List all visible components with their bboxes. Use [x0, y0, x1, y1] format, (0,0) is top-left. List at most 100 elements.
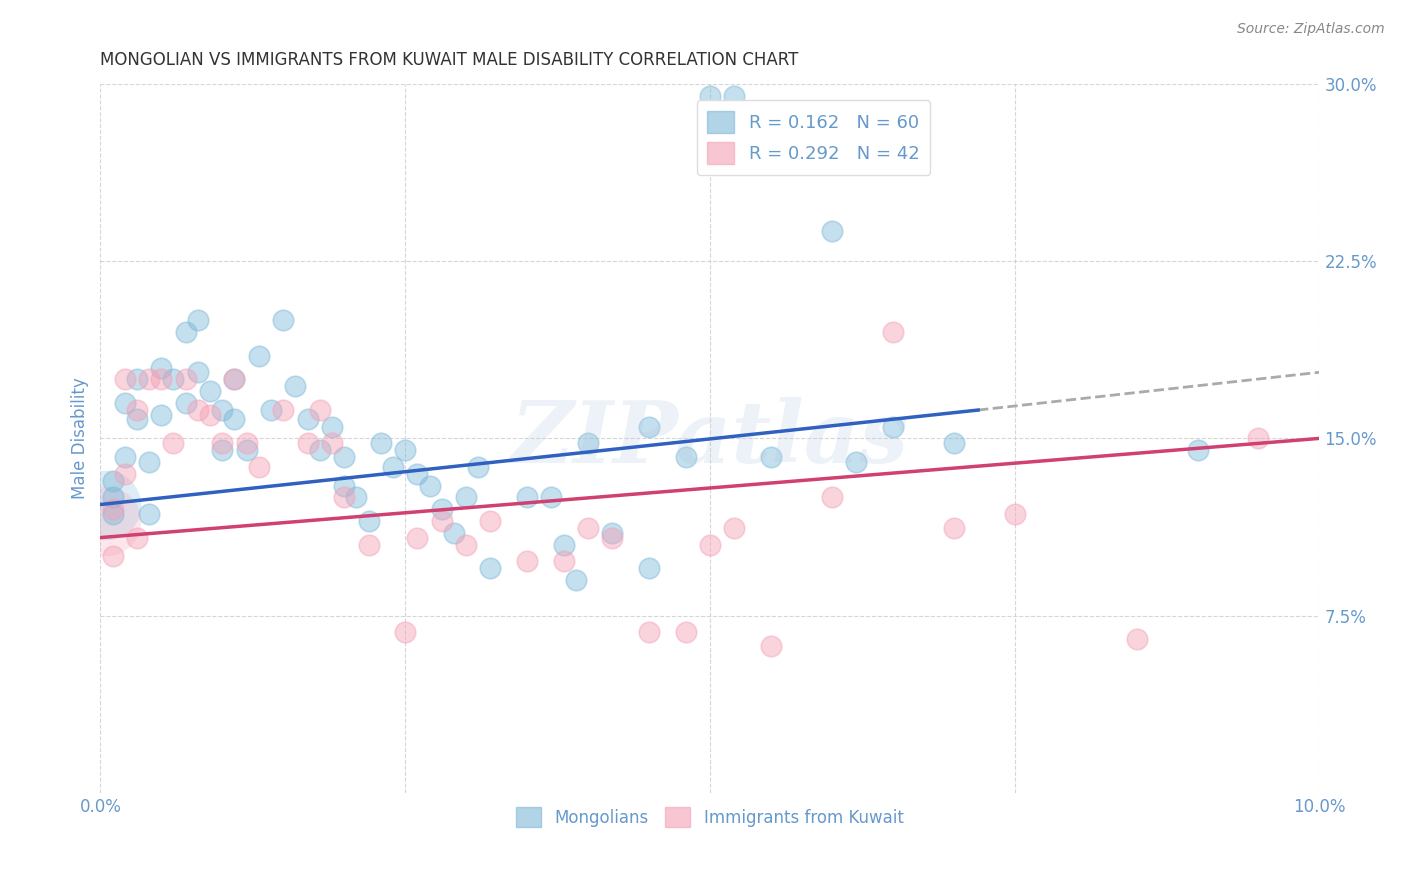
Point [187, 365, 209, 379]
Point [174, 325, 197, 339]
Point [198, 408, 221, 422]
Point [454, 491, 477, 505]
Point [357, 538, 380, 552]
Point [125, 403, 148, 417]
Point [101, 491, 124, 505]
Point [198, 384, 221, 399]
Point [516, 491, 538, 505]
Text: ZIPatlas: ZIPatlas [510, 397, 908, 480]
Point [821, 223, 844, 237]
Point [101, 474, 124, 488]
Point [406, 467, 429, 481]
Point [357, 514, 380, 528]
Point [150, 408, 173, 422]
Point [308, 443, 330, 458]
Point [565, 573, 588, 587]
Point [394, 625, 416, 640]
Point [96, 514, 118, 528]
Point [602, 531, 624, 545]
Point [101, 502, 124, 516]
Point [394, 443, 416, 458]
Point [479, 561, 502, 575]
Text: MONGOLIAN VS IMMIGRANTS FROM KUWAIT MALE DISABILITY CORRELATION CHART: MONGOLIAN VS IMMIGRANTS FROM KUWAIT MALE… [100, 51, 799, 69]
Point [759, 639, 782, 653]
Point [882, 419, 904, 434]
Point [260, 403, 283, 417]
Point [699, 538, 721, 552]
Point [576, 521, 599, 535]
Point [1004, 507, 1026, 521]
Point [723, 521, 745, 535]
Point [479, 514, 502, 528]
Point [406, 531, 429, 545]
Point [344, 491, 367, 505]
Point [576, 436, 599, 450]
Point [723, 89, 745, 103]
Point [297, 412, 319, 426]
Point [174, 372, 197, 386]
Point [699, 89, 721, 103]
Point [675, 625, 697, 640]
Point [211, 443, 233, 458]
Point [759, 450, 782, 465]
Point [1187, 443, 1209, 458]
Point [96, 498, 118, 512]
Point [247, 349, 270, 363]
Point [174, 396, 197, 410]
Point [125, 372, 148, 386]
Point [308, 403, 330, 417]
Point [467, 459, 489, 474]
Point [224, 372, 246, 386]
Point [454, 538, 477, 552]
Point [882, 325, 904, 339]
Point [211, 436, 233, 450]
Point [638, 561, 661, 575]
Point [101, 549, 124, 564]
Point [271, 403, 294, 417]
Point [114, 372, 136, 386]
Point [553, 538, 575, 552]
Point [540, 491, 562, 505]
Y-axis label: Male Disability: Male Disability [72, 377, 89, 500]
Point [162, 436, 184, 450]
Point [675, 450, 697, 465]
Point [150, 360, 173, 375]
Point [418, 478, 440, 492]
Point [150, 372, 173, 386]
Point [821, 491, 844, 505]
Point [271, 313, 294, 327]
Point [638, 625, 661, 640]
Point [381, 459, 404, 474]
Point [942, 436, 965, 450]
Point [321, 419, 343, 434]
Point [1247, 431, 1270, 445]
Point [187, 403, 209, 417]
Point [211, 403, 233, 417]
Point [235, 443, 257, 458]
Point [553, 554, 575, 568]
Point [138, 507, 160, 521]
Point [297, 436, 319, 450]
Point [516, 554, 538, 568]
Point [247, 459, 270, 474]
Text: Source: ZipAtlas.com: Source: ZipAtlas.com [1237, 22, 1385, 37]
Point [125, 531, 148, 545]
Point [114, 467, 136, 481]
Point [430, 502, 453, 516]
Point [443, 525, 465, 540]
Point [602, 525, 624, 540]
Point [333, 450, 356, 465]
Point [845, 455, 868, 469]
Point [114, 450, 136, 465]
Point [333, 491, 356, 505]
Point [333, 478, 356, 492]
Point [138, 455, 160, 469]
Point [430, 514, 453, 528]
Point [162, 372, 184, 386]
Point [284, 379, 307, 393]
Point [638, 419, 661, 434]
Point [1125, 632, 1147, 647]
Point [321, 436, 343, 450]
Point [942, 521, 965, 535]
Point [224, 372, 246, 386]
